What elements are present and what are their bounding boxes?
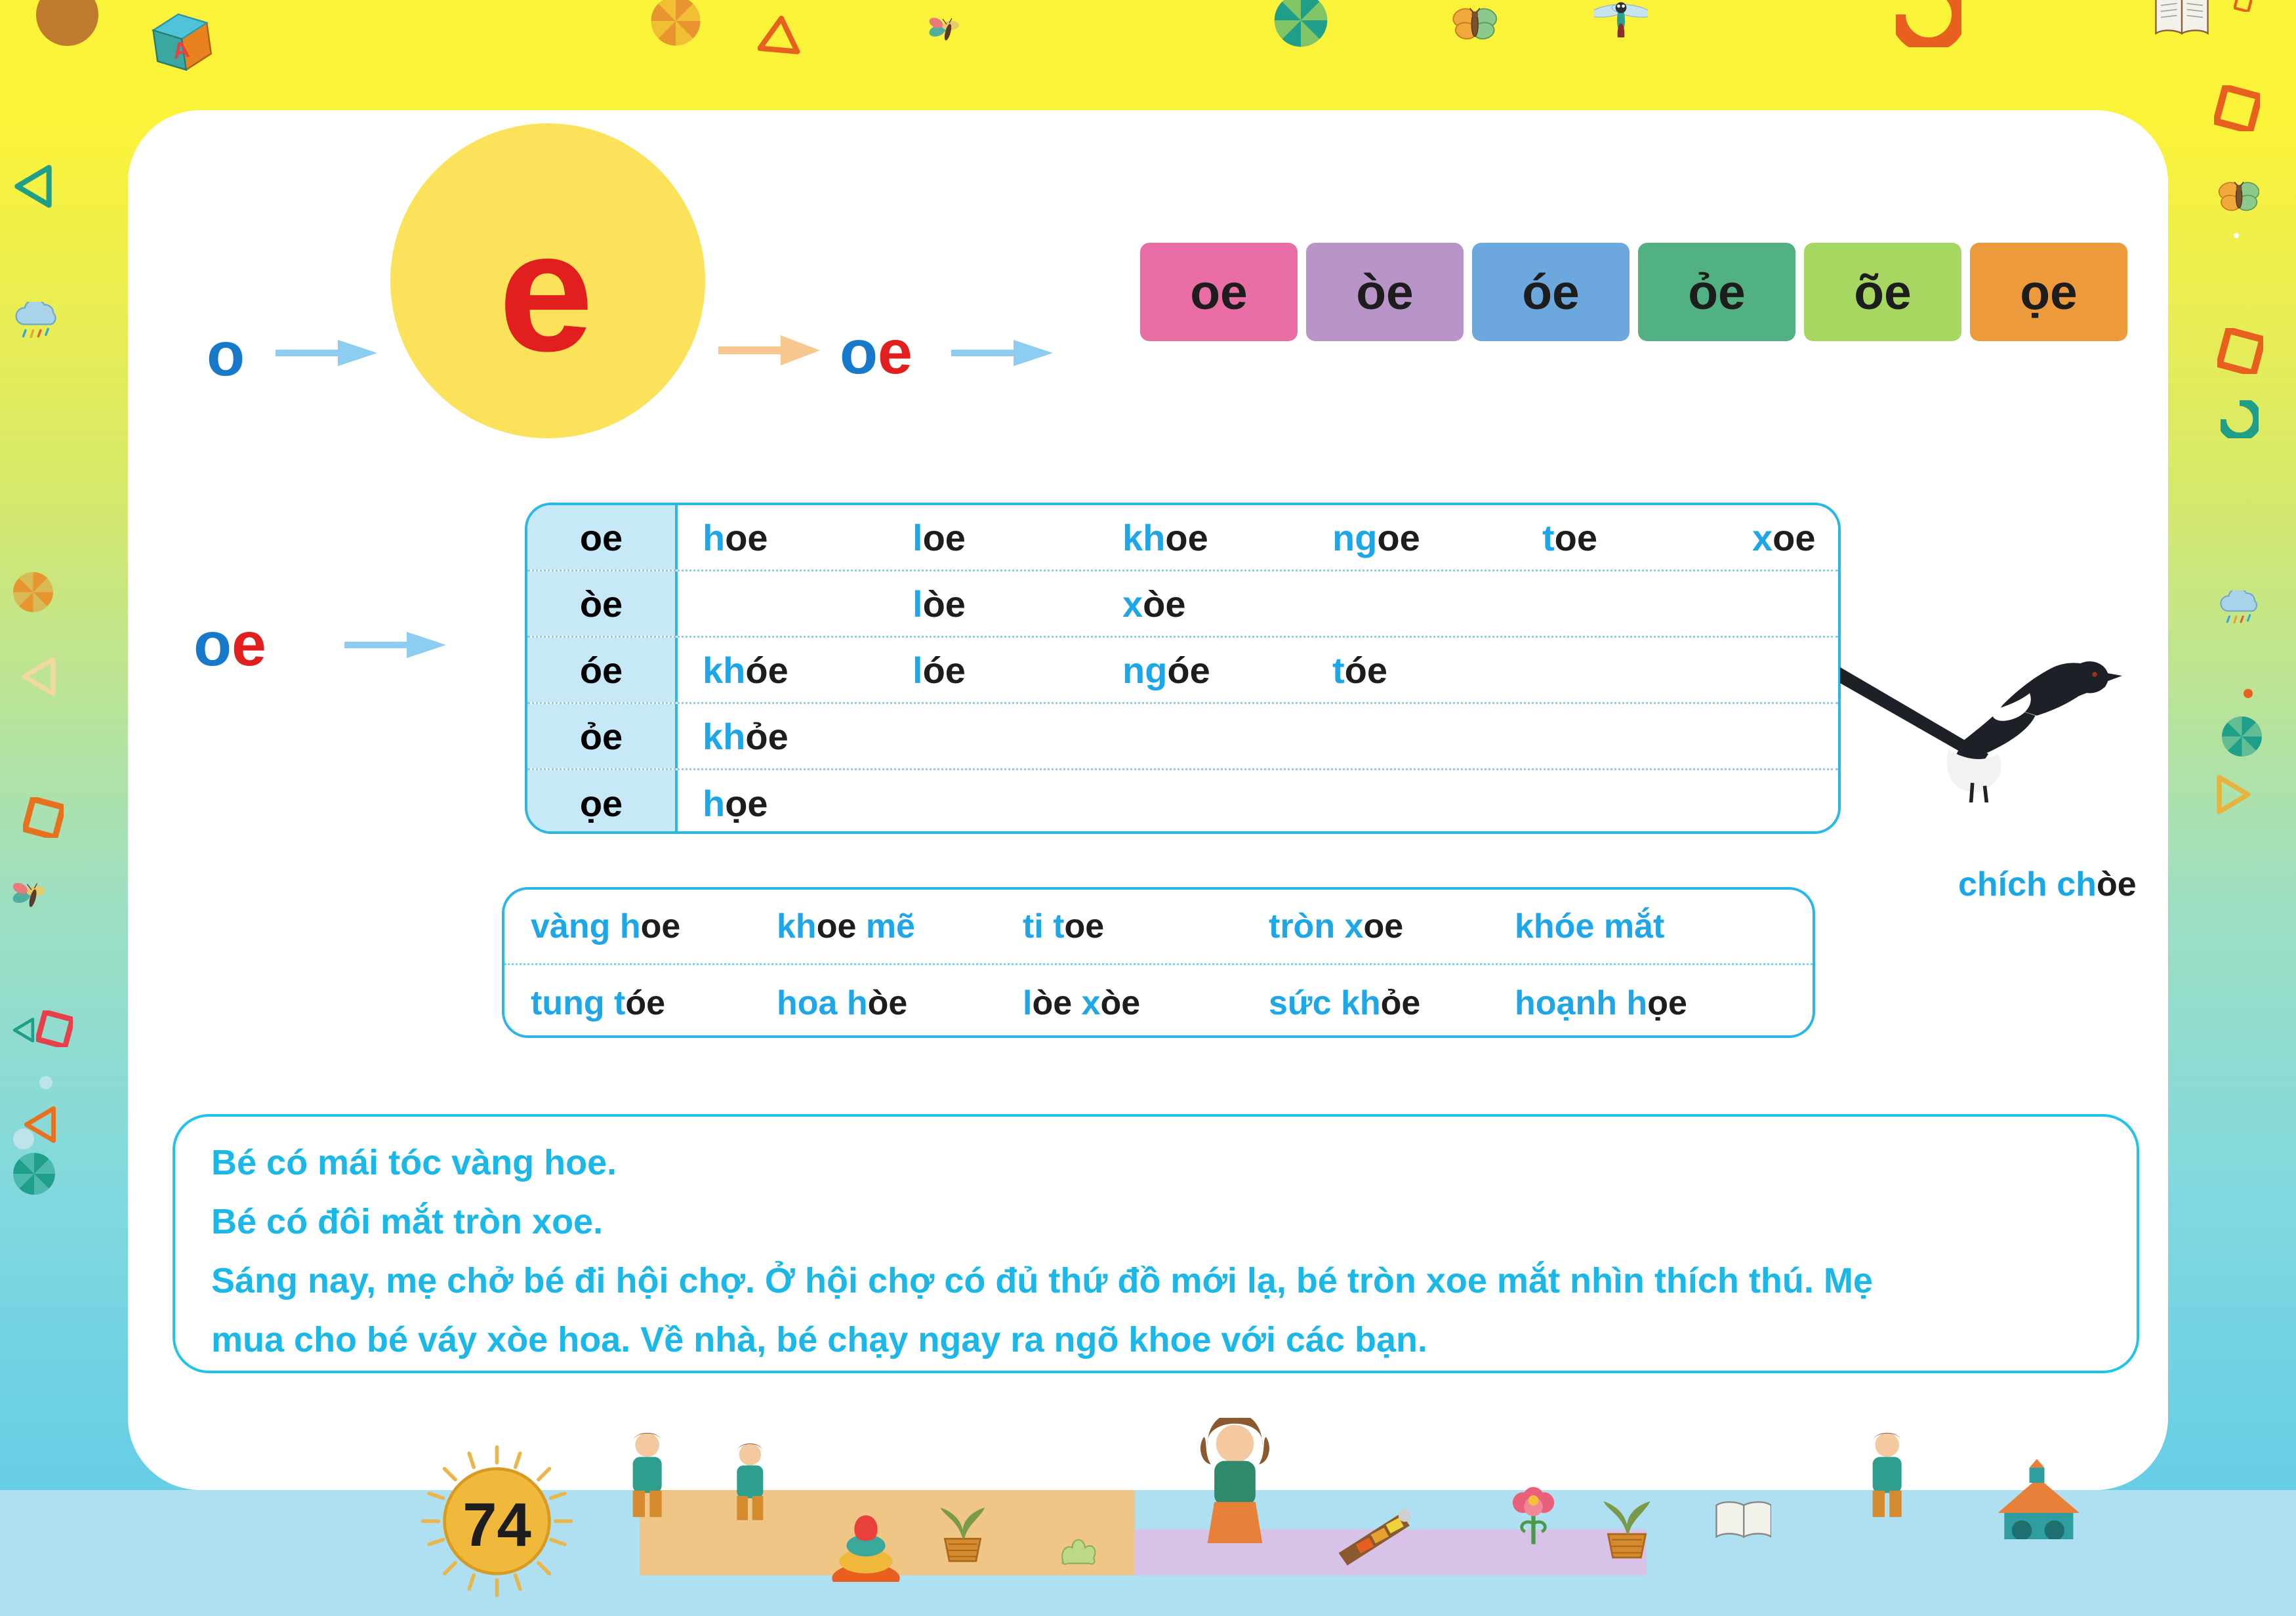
- svg-text:74: 74: [462, 1490, 531, 1559]
